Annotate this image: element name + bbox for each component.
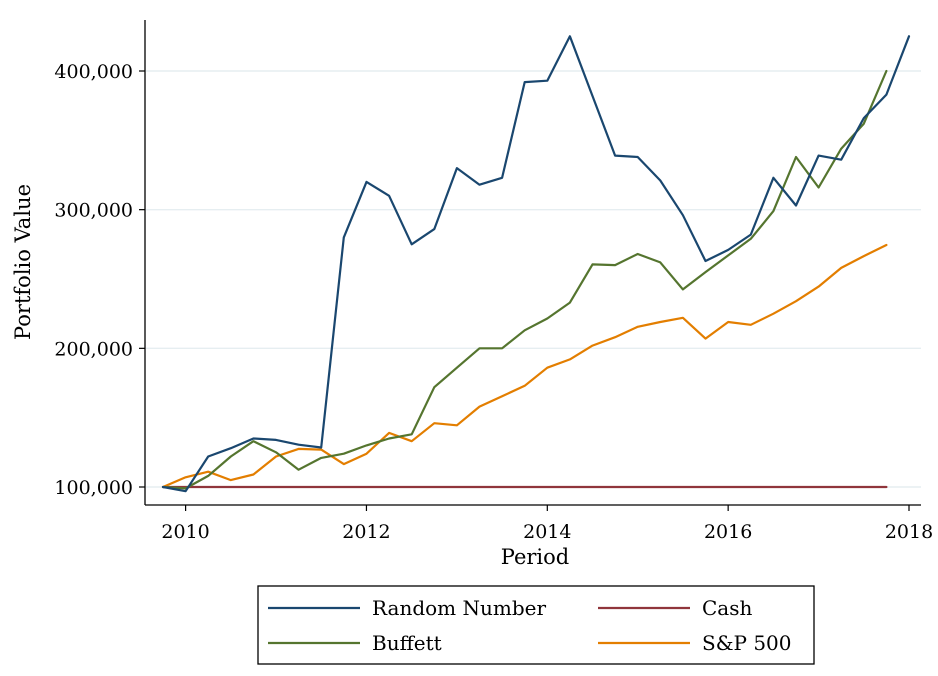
y-axis-ticks: 100,000 200,000 300,000 400,000 <box>54 61 145 499</box>
x-axis-ticks: 2010 2012 2014 2016 2018 <box>161 505 933 543</box>
x-tick-label: 2016 <box>704 521 752 543</box>
legend-items: Random Number Cash Buffett S&P 500 <box>268 596 792 655</box>
legend-box <box>257 585 815 665</box>
legend-label: Cash <box>702 596 752 620</box>
series-lines <box>161 35 911 493</box>
legend-label: Random Number <box>372 596 546 620</box>
y-tick-label: 200,000 <box>54 338 133 360</box>
x-tick-label: 2010 <box>161 521 209 543</box>
x-tick-label: 2012 <box>342 521 390 543</box>
legend-label: Buffett <box>372 631 442 655</box>
x-tick-label: 2014 <box>523 521 571 543</box>
legend: Random Number Cash Buffett S&P 500 <box>257 585 815 665</box>
y-tick-label: 300,000 <box>54 200 133 222</box>
series-line-random-number <box>161 35 911 493</box>
series-line-s-p-500 <box>161 243 888 489</box>
y-tick-label: 100,000 <box>54 477 133 499</box>
y-axis-title: Portfolio Value <box>11 184 35 340</box>
legend-label: S&P 500 <box>702 631 792 655</box>
grid-lines <box>146 70 921 488</box>
x-tick-label: 2018 <box>885 521 933 543</box>
y-tick-label: 400,000 <box>54 61 133 83</box>
series-line-buffett <box>161 69 888 490</box>
x-axis-title: Period <box>501 545 569 569</box>
